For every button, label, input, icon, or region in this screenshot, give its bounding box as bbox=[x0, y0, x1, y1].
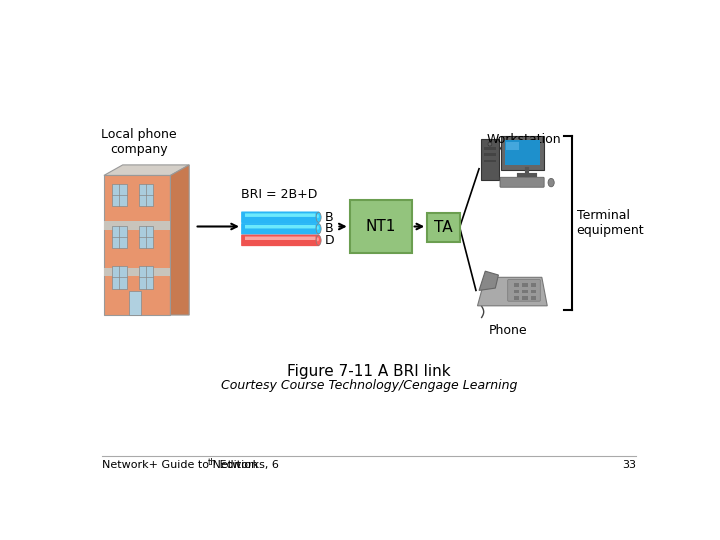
FancyBboxPatch shape bbox=[514, 296, 519, 300]
FancyBboxPatch shape bbox=[514, 284, 519, 287]
Text: Local phone
company: Local phone company bbox=[101, 127, 176, 156]
FancyBboxPatch shape bbox=[241, 223, 320, 234]
Ellipse shape bbox=[316, 235, 321, 245]
Text: NT1: NT1 bbox=[366, 219, 396, 234]
FancyBboxPatch shape bbox=[523, 284, 528, 287]
FancyBboxPatch shape bbox=[506, 142, 519, 150]
Ellipse shape bbox=[317, 226, 319, 230]
Polygon shape bbox=[171, 165, 189, 315]
Text: D: D bbox=[325, 234, 335, 247]
Text: B: B bbox=[325, 222, 333, 235]
Text: Figure 7-11 A BRI link: Figure 7-11 A BRI link bbox=[287, 364, 451, 379]
Text: TA: TA bbox=[434, 220, 453, 235]
Ellipse shape bbox=[316, 212, 321, 222]
FancyBboxPatch shape bbox=[531, 296, 536, 300]
Text: Edition: Edition bbox=[216, 460, 258, 470]
FancyBboxPatch shape bbox=[245, 213, 315, 217]
FancyBboxPatch shape bbox=[531, 284, 536, 287]
FancyBboxPatch shape bbox=[129, 291, 141, 315]
FancyBboxPatch shape bbox=[245, 225, 315, 228]
Text: Network+ Guide to Networks, 6: Network+ Guide to Networks, 6 bbox=[102, 460, 279, 470]
FancyBboxPatch shape bbox=[505, 140, 540, 165]
FancyBboxPatch shape bbox=[104, 221, 171, 230]
FancyBboxPatch shape bbox=[241, 212, 320, 223]
Polygon shape bbox=[477, 278, 547, 306]
FancyBboxPatch shape bbox=[104, 176, 171, 315]
Text: th: th bbox=[208, 457, 217, 467]
FancyBboxPatch shape bbox=[484, 153, 496, 156]
FancyBboxPatch shape bbox=[500, 177, 544, 187]
Text: Courtesy Course Technology/Cengage Learning: Courtesy Course Technology/Cengage Learn… bbox=[221, 379, 517, 392]
FancyBboxPatch shape bbox=[350, 200, 412, 253]
Text: Terminal
equipment: Terminal equipment bbox=[577, 209, 644, 237]
FancyBboxPatch shape bbox=[523, 296, 528, 300]
FancyBboxPatch shape bbox=[508, 280, 540, 301]
Text: BRI = 2B+D: BRI = 2B+D bbox=[241, 188, 318, 201]
Polygon shape bbox=[104, 165, 189, 176]
Polygon shape bbox=[479, 271, 498, 291]
FancyBboxPatch shape bbox=[104, 268, 171, 276]
FancyBboxPatch shape bbox=[245, 237, 315, 240]
FancyBboxPatch shape bbox=[112, 184, 127, 206]
FancyBboxPatch shape bbox=[138, 184, 153, 206]
Ellipse shape bbox=[316, 224, 321, 234]
FancyBboxPatch shape bbox=[112, 226, 127, 248]
FancyBboxPatch shape bbox=[531, 289, 536, 294]
FancyBboxPatch shape bbox=[523, 289, 528, 294]
Text: 33: 33 bbox=[622, 460, 636, 470]
FancyBboxPatch shape bbox=[241, 234, 320, 246]
Ellipse shape bbox=[317, 214, 319, 218]
Ellipse shape bbox=[317, 238, 319, 241]
Text: B: B bbox=[325, 211, 333, 224]
FancyBboxPatch shape bbox=[138, 266, 153, 288]
Ellipse shape bbox=[488, 142, 492, 146]
Text: Workstation: Workstation bbox=[487, 133, 561, 146]
FancyBboxPatch shape bbox=[138, 226, 153, 248]
FancyBboxPatch shape bbox=[484, 147, 496, 150]
FancyBboxPatch shape bbox=[514, 289, 519, 294]
FancyBboxPatch shape bbox=[427, 213, 459, 242]
FancyBboxPatch shape bbox=[500, 137, 544, 170]
FancyBboxPatch shape bbox=[112, 266, 127, 288]
FancyBboxPatch shape bbox=[481, 139, 499, 180]
Text: Phone: Phone bbox=[489, 323, 528, 336]
Ellipse shape bbox=[548, 178, 554, 187]
FancyBboxPatch shape bbox=[484, 159, 496, 162]
